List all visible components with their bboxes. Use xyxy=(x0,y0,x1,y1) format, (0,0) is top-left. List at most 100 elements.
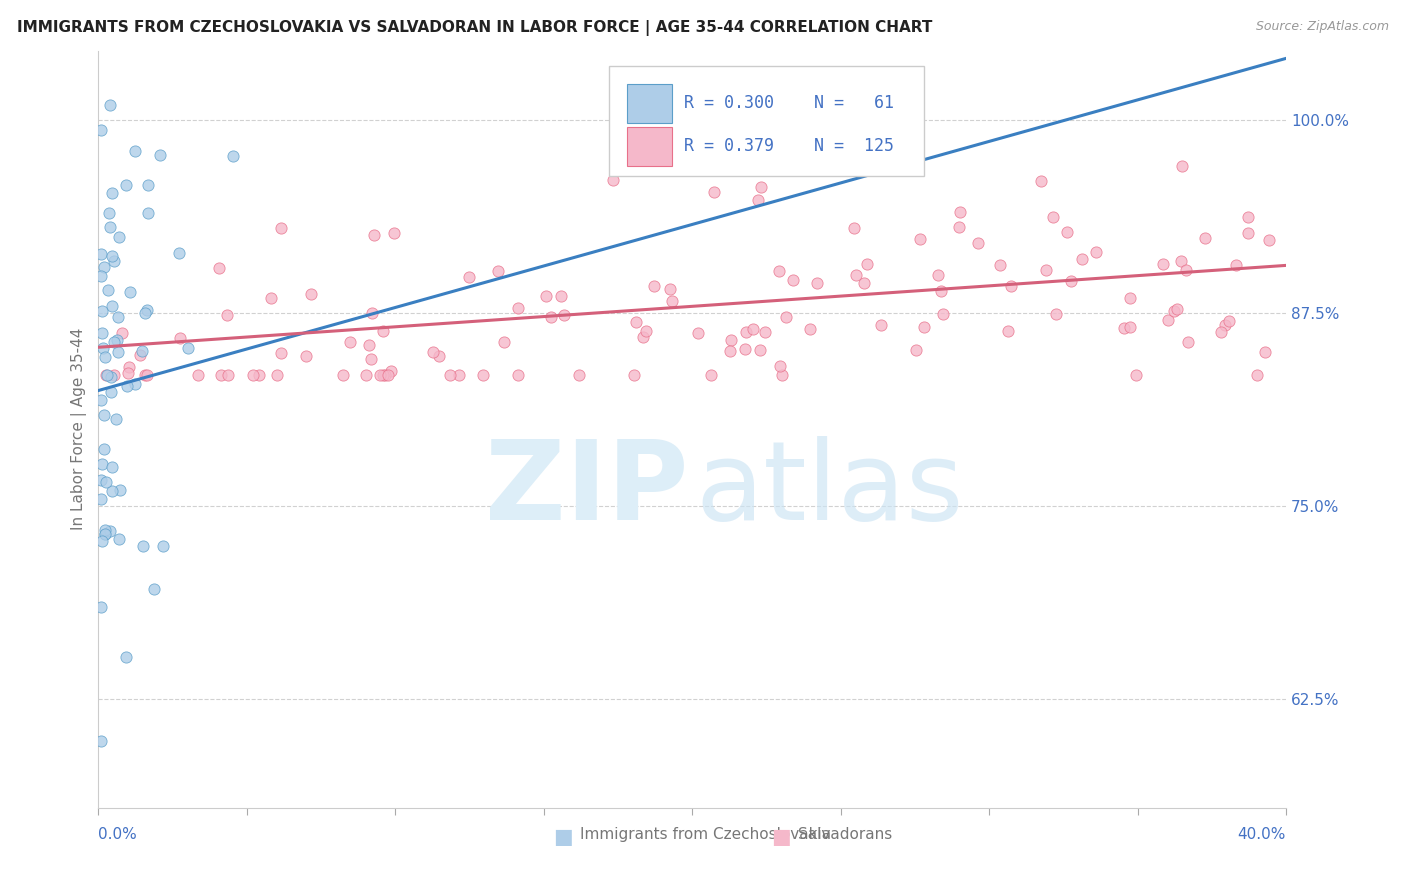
Point xyxy=(508,301,530,315)
Point xyxy=(152,539,174,553)
Point xyxy=(354,368,377,382)
Point xyxy=(132,539,155,553)
Point xyxy=(339,335,361,350)
Point xyxy=(927,268,949,282)
Text: IMMIGRANTS FROM CZECHOSLOVAKIA VS SALVADORAN IN LABOR FORCE | AGE 35-44 CORRELAT: IMMIGRANTS FROM CZECHOSLOVAKIA VS SALVAD… xyxy=(17,20,932,36)
Point xyxy=(1170,253,1192,268)
Point xyxy=(105,333,128,347)
Point xyxy=(1000,279,1022,293)
Text: R = 0.300    N =   61: R = 0.300 N = 61 xyxy=(683,95,894,112)
Point xyxy=(661,294,683,309)
Point xyxy=(1035,263,1057,277)
Point xyxy=(1213,318,1236,332)
Point xyxy=(101,249,124,263)
Point xyxy=(90,492,112,507)
Point xyxy=(373,324,395,338)
Point xyxy=(299,287,322,301)
Point xyxy=(374,368,396,382)
Point xyxy=(90,599,112,614)
Text: ■: ■ xyxy=(770,827,790,847)
Point xyxy=(1163,304,1185,318)
Point xyxy=(98,219,121,234)
Point xyxy=(128,348,150,362)
Text: R = 0.379    N =  125: R = 0.379 N = 125 xyxy=(683,137,894,155)
Point xyxy=(91,534,114,549)
Point xyxy=(631,330,654,344)
Point xyxy=(90,473,112,487)
Point xyxy=(506,368,529,382)
Point xyxy=(115,178,138,192)
Point xyxy=(1045,307,1067,321)
Point xyxy=(136,368,159,382)
Point xyxy=(118,285,141,299)
Point xyxy=(134,368,156,382)
Point xyxy=(117,367,139,381)
Point xyxy=(167,246,190,260)
Point xyxy=(98,524,121,538)
Point xyxy=(1225,258,1247,272)
Point xyxy=(967,236,990,251)
Point xyxy=(90,734,112,748)
Point xyxy=(1177,334,1199,349)
Point xyxy=(91,341,114,355)
Point xyxy=(1166,302,1188,317)
Point xyxy=(1056,225,1078,239)
Point xyxy=(1236,226,1258,240)
Point xyxy=(94,475,117,490)
Point xyxy=(270,346,292,360)
Point xyxy=(734,343,756,357)
Point xyxy=(377,368,399,382)
Point xyxy=(1084,245,1107,260)
Point xyxy=(270,221,292,235)
Point xyxy=(101,186,124,200)
Point xyxy=(845,268,868,282)
Point xyxy=(134,306,156,320)
Point xyxy=(427,349,450,363)
Point xyxy=(553,308,575,322)
Point xyxy=(103,253,125,268)
Bar xyxy=(627,127,672,166)
Point xyxy=(472,368,495,382)
Point xyxy=(101,484,124,499)
Point xyxy=(735,326,758,340)
Y-axis label: In Labor Force | Age 35-44: In Labor Force | Age 35-44 xyxy=(72,328,87,531)
Point xyxy=(209,368,232,382)
Point xyxy=(1218,314,1240,328)
Point xyxy=(534,288,557,302)
Point xyxy=(247,368,270,382)
Point xyxy=(1152,257,1174,271)
Text: Source: ZipAtlas.com: Source: ZipAtlas.com xyxy=(1256,20,1389,33)
Point xyxy=(659,282,682,296)
Point xyxy=(855,257,877,271)
Point xyxy=(643,279,665,293)
Point xyxy=(101,299,124,313)
Point xyxy=(768,264,790,278)
Point xyxy=(636,324,658,338)
Point xyxy=(107,310,129,325)
Point xyxy=(124,377,146,392)
Point xyxy=(94,368,117,382)
Point xyxy=(741,322,763,336)
Point xyxy=(540,310,562,324)
Point xyxy=(90,392,112,407)
Point xyxy=(1157,313,1180,327)
Point xyxy=(266,368,288,382)
Point xyxy=(208,260,231,275)
Point xyxy=(1246,368,1268,382)
Point xyxy=(360,352,382,367)
Point xyxy=(492,335,515,350)
Point xyxy=(775,310,797,324)
Point xyxy=(908,232,931,246)
Point xyxy=(852,276,875,290)
Point xyxy=(770,368,793,382)
Point xyxy=(115,649,138,664)
Point xyxy=(100,369,122,384)
Point xyxy=(94,523,117,537)
Point xyxy=(103,334,125,349)
Point xyxy=(93,260,115,274)
Point xyxy=(368,368,391,382)
Point xyxy=(844,221,866,235)
Point xyxy=(932,307,955,321)
Point xyxy=(103,368,125,382)
Point xyxy=(108,230,131,244)
